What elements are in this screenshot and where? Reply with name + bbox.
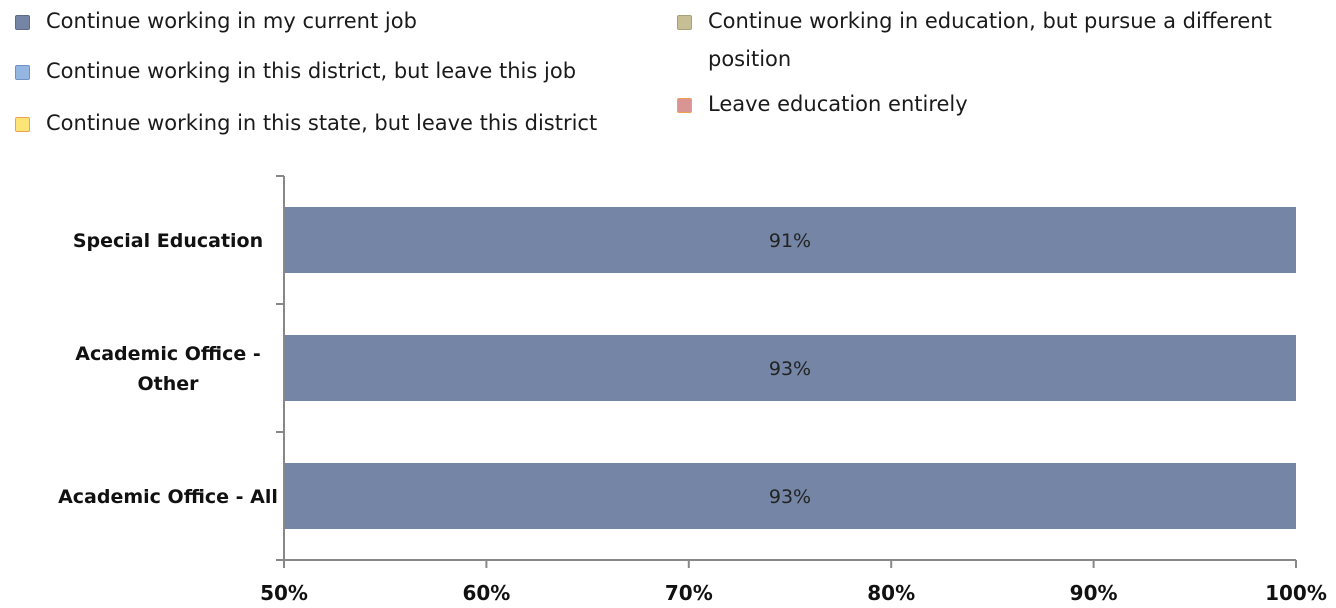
legend-swatch-current-job (15, 15, 30, 30)
legend: Continue working in my current job Conti… (0, 0, 1336, 150)
category-label-1-1: Other (137, 373, 199, 395)
x-tick-label-2: 70% (665, 581, 713, 605)
x-tick-label-0: 50% (260, 581, 308, 605)
x-tick-label-1: 60% (462, 581, 510, 605)
legend-item-different-position: Continue working in education, but pursu… (677, 9, 1317, 78)
category-label-1-0: Academic Office - (75, 343, 260, 365)
legend-swatch-leave-education (677, 98, 692, 113)
x-tick-label-4: 90% (1070, 581, 1118, 605)
legend-label-this-state: Continue working in this state, but leav… (46, 111, 598, 135)
legend-item-this-district: Continue working in this district, but l… (15, 59, 635, 90)
category-label-2-0: Academic Office - All (58, 486, 278, 508)
legend-label-leave-education: Leave education entirely (708, 92, 968, 116)
legend-label-current-job: Continue working in my current job (46, 9, 417, 33)
legend-swatch-this-district (15, 65, 30, 80)
x-tick-label-3: 80% (867, 581, 915, 605)
category-label-0-0: Special Education (73, 230, 263, 252)
legend-label-different-position: Continue working in education, but pursu… (708, 9, 1272, 71)
bar-segment-2-0 (284, 463, 1296, 529)
data-label-2-0: 93% (769, 486, 811, 508)
bar-segment-1-0 (284, 335, 1296, 401)
legend-item-current-job: Continue working in my current job (15, 9, 635, 40)
legend-item-this-state: Continue working in this state, but leav… (15, 111, 655, 142)
data-label-0-0: 91% (769, 230, 811, 252)
legend-label-this-district: Continue working in this district, but l… (46, 59, 577, 83)
data-label-1-0: 93% (769, 358, 811, 380)
legend-swatch-different-position (677, 15, 692, 30)
bar-segment-0-0 (284, 207, 1296, 273)
x-tick-label-5: 100% (1265, 581, 1327, 605)
legend-item-leave-education: Leave education entirely (677, 92, 1317, 123)
legend-swatch-this-state (15, 117, 30, 132)
